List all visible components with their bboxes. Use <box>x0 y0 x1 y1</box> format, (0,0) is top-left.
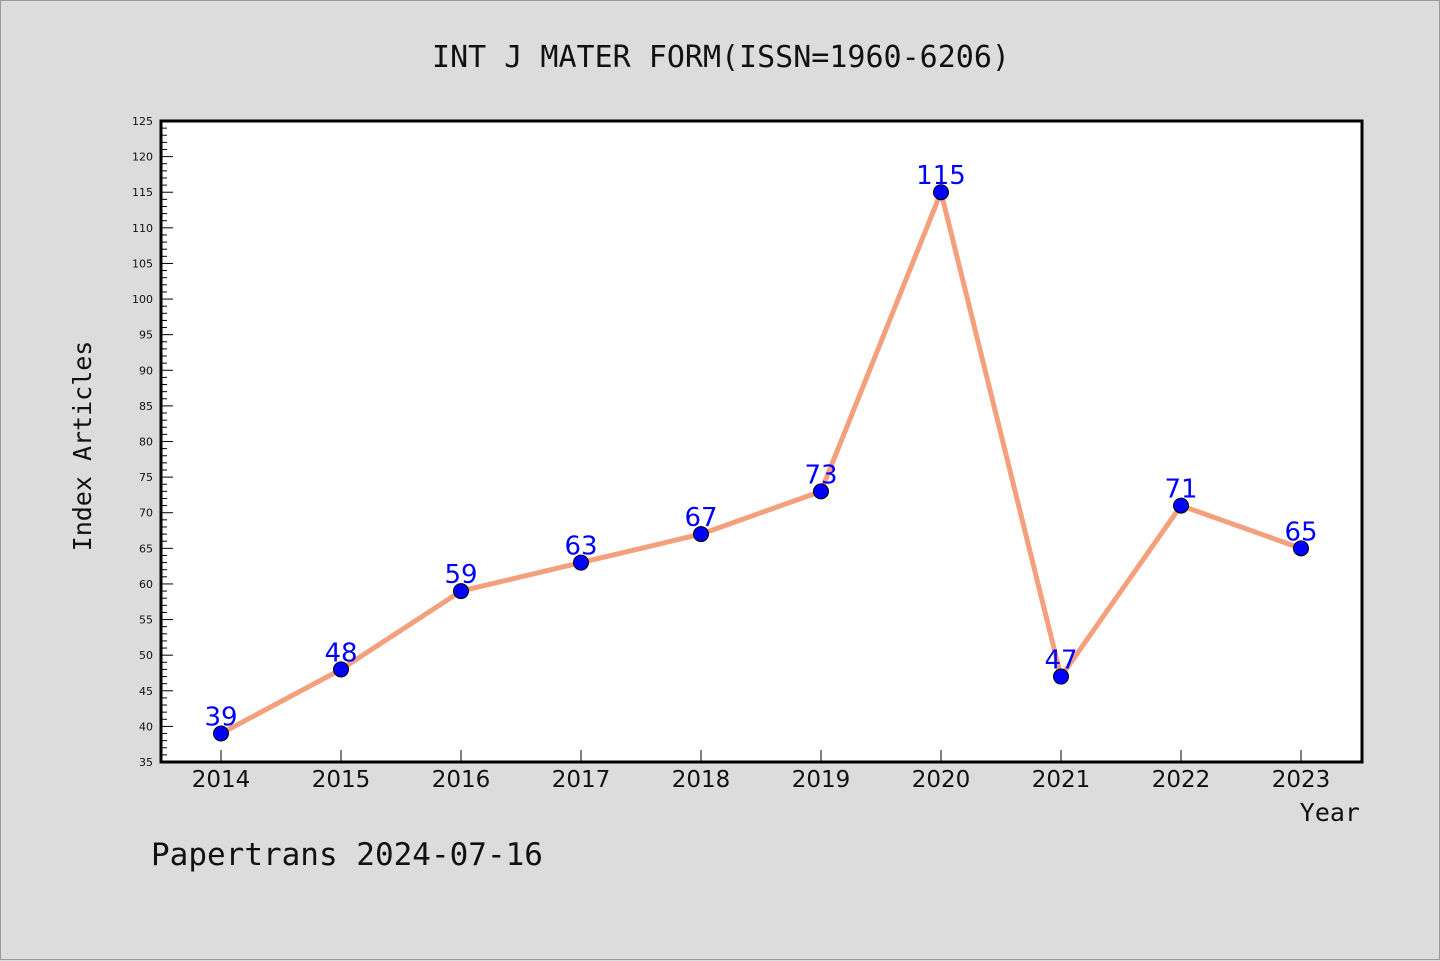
data-label: 63 <box>564 532 597 562</box>
y-tick-label: 80 <box>139 436 153 449</box>
data-label: 115 <box>916 161 966 191</box>
data-point <box>1053 668 1069 685</box>
y-axis-label: Index Articles <box>68 341 97 552</box>
data-point <box>333 661 349 678</box>
x-tick-label: 2019 <box>792 767 851 793</box>
data-point <box>933 184 949 201</box>
x-axis-label: Year <box>1300 798 1360 827</box>
y-axis: 35 40 45 50 55 60 65 70 75 80 85 90 95 100 105 110 115 12… <box>132 115 173 769</box>
data-label: 48 <box>324 638 357 668</box>
data-label: 39 <box>204 703 237 733</box>
x-tick-label: 2022 <box>1152 767 1211 793</box>
y-tick-label: 95 <box>139 329 153 342</box>
x-axis: 2014 2015 2016 2017 2018 2019 2020 2021 2022 2023 <box>192 750 1331 793</box>
y-tick-label: 120 <box>132 151 153 164</box>
y-tick-label: 100 <box>132 293 153 306</box>
y-tick-label: 75 <box>139 471 153 484</box>
x-tick-label: 2021 <box>1032 767 1091 793</box>
y-tick-label: 55 <box>139 614 153 627</box>
y-tick-label: 40 <box>139 720 153 733</box>
y-tick-label: 110 <box>132 222 153 235</box>
footer-text: Papertrans 2024-07-16 <box>151 837 543 873</box>
data-point <box>1173 497 1189 514</box>
y-tick-label: 45 <box>139 685 153 698</box>
data-label: 47 <box>1044 646 1077 676</box>
data-point <box>693 526 709 543</box>
y-tick-label: 60 <box>139 578 153 591</box>
x-tick-label: 2014 <box>192 767 251 793</box>
series-markers-group <box>213 184 1309 742</box>
y-tick-label: 70 <box>139 507 153 520</box>
data-labels-group: 39 48 59 63 67 73 115 47 71 65 <box>204 161 1317 732</box>
x-tick-label: 2016 <box>432 767 491 793</box>
y-tick-label: 65 <box>139 542 153 555</box>
y-tick-label: 35 <box>139 756 153 769</box>
data-label: 73 <box>804 460 837 490</box>
y-tick-label: 50 <box>139 649 153 662</box>
data-label: 71 <box>1164 475 1197 505</box>
data-label: 65 <box>1284 517 1317 547</box>
data-point <box>813 483 829 500</box>
data-point <box>573 554 589 571</box>
data-label: 59 <box>444 560 477 590</box>
data-point <box>213 725 229 742</box>
y-tick-label: 90 <box>139 364 153 377</box>
y-tick-label: 85 <box>139 400 153 413</box>
chart-title: INT J MATER FORM(ISSN=1960-6206) <box>432 40 1010 75</box>
x-tick-label: 2018 <box>672 767 731 793</box>
x-tick-label: 2020 <box>912 767 971 793</box>
series-line-group <box>218 189 1304 737</box>
data-point <box>1293 540 1309 557</box>
y-tick-label: 105 <box>132 257 153 270</box>
y-tick-label: 115 <box>132 186 153 199</box>
x-tick-label: 2023 <box>1272 767 1331 793</box>
x-tick-label: 2017 <box>552 767 611 793</box>
y-tick-label: 125 <box>132 115 153 128</box>
series-line <box>218 189 1304 737</box>
data-label: 67 <box>684 503 717 533</box>
data-point <box>453 583 469 600</box>
x-tick-label: 2015 <box>312 767 371 793</box>
